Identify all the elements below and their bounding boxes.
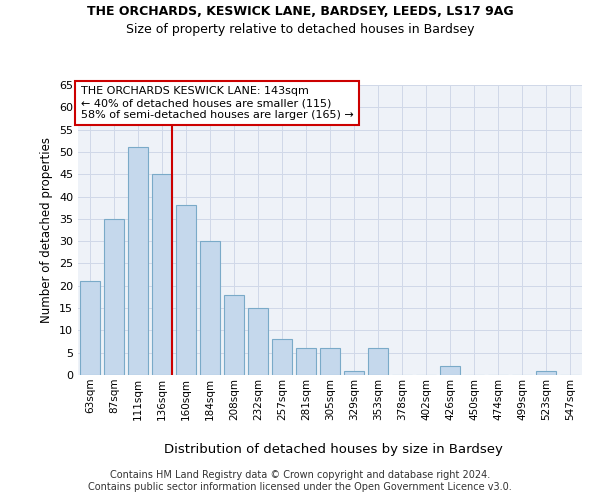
Text: THE ORCHARDS, KESWICK LANE, BARDSEY, LEEDS, LS17 9AG: THE ORCHARDS, KESWICK LANE, BARDSEY, LEE… (86, 5, 514, 18)
Bar (344, 370, 364, 375)
Y-axis label: Number of detached properties: Number of detached properties (40, 137, 53, 323)
Bar (128, 148, 148, 375)
Bar (536, 370, 556, 375)
Bar (176, 206, 196, 375)
Bar (80, 282, 100, 375)
Text: Size of property relative to detached houses in Bardsey: Size of property relative to detached ho… (126, 22, 474, 36)
Text: Contains public sector information licensed under the Open Government Licence v3: Contains public sector information licen… (88, 482, 512, 492)
Bar (224, 294, 244, 375)
Text: THE ORCHARDS KESWICK LANE: 143sqm
← 40% of detached houses are smaller (115)
58%: THE ORCHARDS KESWICK LANE: 143sqm ← 40% … (80, 86, 353, 120)
Bar (296, 348, 316, 375)
Bar (104, 219, 124, 375)
Bar (320, 348, 340, 375)
Text: Distribution of detached houses by size in Bardsey: Distribution of detached houses by size … (164, 442, 502, 456)
Bar (152, 174, 172, 375)
Bar (248, 308, 268, 375)
Bar (272, 340, 292, 375)
Bar (368, 348, 388, 375)
Bar (200, 241, 220, 375)
Bar (440, 366, 460, 375)
Text: Contains HM Land Registry data © Crown copyright and database right 2024.: Contains HM Land Registry data © Crown c… (110, 470, 490, 480)
